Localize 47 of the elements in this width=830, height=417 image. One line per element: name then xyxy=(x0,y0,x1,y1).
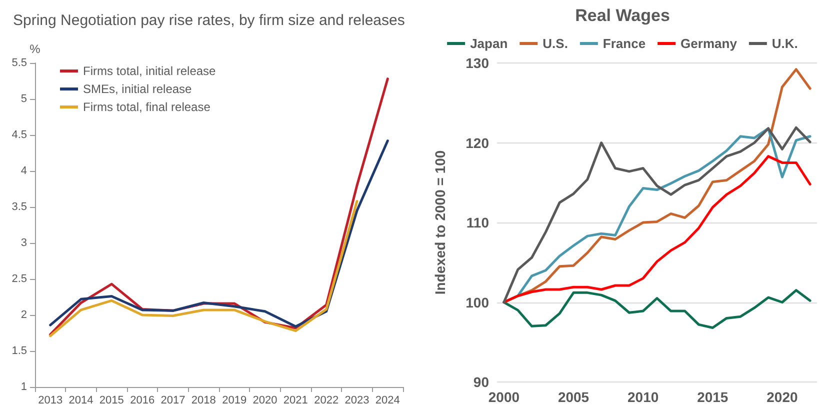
x-tick-label: 2021 xyxy=(283,394,308,406)
y-axis-title: % xyxy=(30,42,41,56)
x-tick-label: 2015 xyxy=(697,389,728,405)
x-tick-label: 2015 xyxy=(99,394,124,406)
y-tick-label: 1 xyxy=(20,381,27,393)
y-tick-label: 5 xyxy=(20,93,27,105)
x-tick-label: 2020 xyxy=(766,389,798,405)
y-tick-label: 2.5 xyxy=(12,273,27,285)
y-axis-title: Indexed to 2000 = 100 xyxy=(432,150,448,295)
x-tick-label: 2017 xyxy=(160,394,186,406)
legend-label: Germany xyxy=(680,36,738,51)
legend-label: Firms total, initial release xyxy=(83,64,216,78)
y-tick-label: 3.5 xyxy=(12,201,27,213)
y-tick-label: 90 xyxy=(473,374,490,390)
y-tick-label: 120 xyxy=(466,134,490,151)
y-tick-label: 100 xyxy=(466,294,490,310)
y-tick-label: 5.5 xyxy=(12,57,27,69)
line-series xyxy=(49,200,358,338)
y-tick-label: 4 xyxy=(20,165,27,177)
x-tick-label: 2023 xyxy=(344,394,370,406)
x-tick-label: 2018 xyxy=(191,394,216,406)
legend-label: U.S. xyxy=(542,36,568,51)
x-tick-label: 2000 xyxy=(488,389,520,405)
x-tick-label: 2016 xyxy=(130,394,155,406)
x-tick-label: 2010 xyxy=(628,389,659,405)
chart-title: Spring Negotiation pay rise rates, by firm size and releases xyxy=(13,12,405,29)
x-tick-label: 2020 xyxy=(252,394,278,406)
legend-label: U.K. xyxy=(772,36,798,51)
legend-label: France xyxy=(602,36,646,51)
legend-label: SMEs, initial release xyxy=(83,82,192,96)
y-tick-label: 110 xyxy=(466,214,490,230)
line-series xyxy=(502,155,812,304)
y-tick-label: 130 xyxy=(466,55,490,71)
x-tick-label: 2005 xyxy=(558,389,590,405)
y-tick-label: 3 xyxy=(20,237,27,249)
line-series xyxy=(502,289,812,330)
y-tick-label: 2 xyxy=(20,309,27,321)
x-tick-label: 2019 xyxy=(222,394,247,406)
legend-label: Japan xyxy=(470,36,508,51)
x-tick-label: 2024 xyxy=(375,394,400,406)
chart-title: Real Wages xyxy=(575,6,670,25)
x-tick-label: 2013 xyxy=(38,394,63,406)
y-tick-label: 1.5 xyxy=(12,345,27,357)
x-tick-label: 2014 xyxy=(68,394,94,406)
legend-label: Firms total, final release xyxy=(83,100,211,114)
x-tick-label: 2022 xyxy=(314,394,339,406)
y-tick-label: 4.5 xyxy=(12,129,27,141)
